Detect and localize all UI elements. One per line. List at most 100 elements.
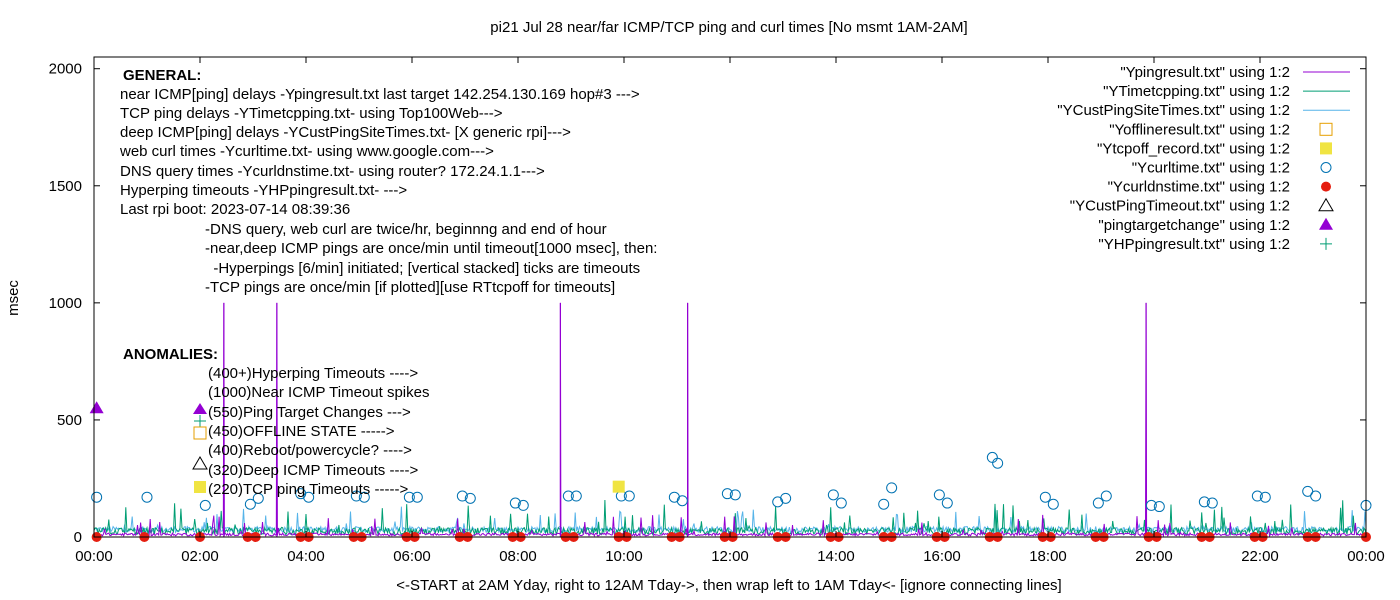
legend-open-square-icon bbox=[1319, 122, 1333, 136]
legend: "Ypingresult.txt" using 1:2 "YTimetcpping… bbox=[1057, 64, 1350, 253]
curltime-point bbox=[562, 490, 574, 502]
legend-label: "Ycurltime.txt" using 1:2 bbox=[1132, 160, 1290, 177]
curltime-point bbox=[878, 498, 890, 510]
y-tick-label: 0 bbox=[74, 529, 82, 546]
x-tick-label: 18:00 bbox=[1029, 548, 1067, 565]
y-tick-label: 2000 bbox=[49, 61, 82, 78]
chart-title: pi21 Jul 28 near/far ICMP/TCP ping and c… bbox=[490, 19, 967, 36]
curltime-point bbox=[721, 488, 733, 500]
legend-label: "YCustPingTimeout.txt" using 1:2 bbox=[1070, 198, 1290, 215]
curltime-point bbox=[350, 490, 362, 502]
curltime-point bbox=[992, 457, 1004, 469]
curltime-point bbox=[517, 499, 529, 511]
curltime-point bbox=[358, 491, 370, 503]
x-tick-label: 14:00 bbox=[817, 548, 855, 565]
curltime-point bbox=[1039, 491, 1051, 503]
x-tick-label: 02:00 bbox=[181, 548, 219, 565]
legend-open-triangle-icon bbox=[1318, 197, 1334, 212]
anomaly-line: (220)TCP ping Timeouts -----> bbox=[208, 481, 408, 498]
y-axis-label: msec bbox=[5, 280, 22, 316]
x-tick-label: 00:00 bbox=[1347, 548, 1385, 565]
curltime-point bbox=[668, 491, 680, 503]
y-tick-label: 1500 bbox=[49, 178, 82, 195]
axes-layer: 0 500 1000 1500 2000 00:00 02:00 04:00 06:00 08:0… bbox=[49, 57, 1385, 565]
curltime-point bbox=[933, 489, 945, 501]
legend-label: "Yofflineresult.txt" using 1:2 bbox=[1109, 121, 1290, 138]
x-tick-label: 06:00 bbox=[393, 548, 431, 565]
curltime-point bbox=[676, 495, 688, 507]
legend-filled-triangle-icon bbox=[1319, 217, 1333, 230]
anomalies-annotation: ANOMALIES: (400+)Hyperping Timeouts ----… bbox=[123, 346, 429, 498]
curltime-point bbox=[91, 491, 103, 503]
y-tick-label: 1000 bbox=[49, 295, 82, 312]
legend-open-circle-icon bbox=[1320, 162, 1332, 173]
legend-label: "YCustPingSiteTimes.txt" using 1:2 bbox=[1057, 102, 1290, 119]
curltime-point bbox=[1100, 490, 1112, 502]
tcpoff-point bbox=[612, 480, 625, 493]
anomaly-line: (320)Deep ICMP Timeouts ----> bbox=[208, 462, 418, 479]
general-line: TCP ping delays -YTimetcpping.txt- using… bbox=[120, 105, 503, 122]
general-line: web curl times -Ycurltime.txt- using www… bbox=[119, 143, 494, 160]
curltime-point bbox=[1092, 497, 1104, 509]
curltime-point bbox=[199, 499, 211, 511]
anomaly-line: (400+)Hyperping Timeouts ----> bbox=[208, 365, 418, 382]
x-tick-label: 22:00 bbox=[1241, 548, 1279, 565]
curltime-point bbox=[1145, 499, 1157, 511]
general-heading: GENERAL: bbox=[123, 67, 201, 84]
anomaly-offline-square-icon bbox=[193, 426, 207, 440]
curltime-point bbox=[1302, 485, 1314, 497]
curltime-point bbox=[1153, 501, 1165, 513]
x-tick-label: 12:00 bbox=[711, 548, 749, 565]
curltime-point bbox=[411, 491, 423, 503]
curltime-point bbox=[1206, 497, 1218, 509]
general-line: near ICMP[ping] delays -Ypingresult.txt … bbox=[120, 86, 640, 103]
anomaly-line: (450)OFFLINE STATE -----> bbox=[208, 423, 395, 440]
curltime-point bbox=[1047, 498, 1059, 510]
anomalies-heading: ANOMALIES: bbox=[123, 346, 218, 363]
anomaly-tcp-square-icon bbox=[194, 481, 206, 493]
curltime-point bbox=[509, 497, 521, 509]
pingtargetchange-point bbox=[89, 401, 104, 414]
y-tick-label: 500 bbox=[57, 412, 82, 429]
general-annotation: GENERAL: near ICMP[ping] delays -Ypingre… bbox=[119, 67, 657, 296]
anomaly-line: (400)Reboot/powercycle? ----> bbox=[208, 442, 412, 459]
curltime-point bbox=[464, 492, 476, 504]
general-line: deep ICMP[ping] delays -YCustPingSiteTim… bbox=[120, 124, 571, 141]
anomaly-hyperping-plus-icon bbox=[194, 415, 206, 427]
curltime-point bbox=[1198, 496, 1210, 508]
curltime-point bbox=[1310, 490, 1322, 502]
anomaly-line: (550)Ping Target Changes ---> bbox=[208, 404, 411, 421]
curltime-point bbox=[456, 490, 468, 502]
general-line: DNS query times -Ycurldnstime.txt- using… bbox=[120, 163, 545, 180]
general-note: -DNS query, web curl are twice/hr, begin… bbox=[205, 221, 607, 238]
legend-filled-circle-icon bbox=[1321, 181, 1331, 192]
x-axis-label: <-START at 2AM Yday, right to 12AM Tday-… bbox=[396, 577, 1061, 594]
anomaly-reboot-triangle-icon bbox=[192, 456, 208, 470]
legend-label: "Ytcpoff_record.txt" using 1:2 bbox=[1097, 140, 1290, 157]
curltime-point bbox=[244, 498, 256, 510]
legend-label: "Ypingresult.txt" using 1:2 bbox=[1120, 64, 1290, 81]
curltime-point bbox=[835, 497, 847, 509]
legend-label: "Ycurldnstime.txt" using 1:2 bbox=[1108, 179, 1290, 196]
curltime-point bbox=[252, 492, 264, 504]
curltime-point bbox=[827, 489, 839, 501]
x-tick-label: 10:00 bbox=[605, 548, 643, 565]
x-tick-label: 20:00 bbox=[1135, 548, 1173, 565]
anomaly-ping-target-triangle-icon bbox=[193, 403, 207, 414]
general-note: -near,deep ICMP pings are once/min until… bbox=[205, 240, 657, 257]
curltime-point bbox=[623, 490, 635, 502]
legend-plus-icon bbox=[1320, 237, 1332, 250]
curltime-point bbox=[1259, 491, 1271, 503]
curltime-point bbox=[941, 497, 953, 509]
curltime-point bbox=[729, 489, 741, 501]
x-tick-label: 08:00 bbox=[499, 548, 537, 565]
curltime-point bbox=[986, 451, 998, 463]
general-note: -TCP pings are once/min [if plotted][use… bbox=[205, 279, 615, 296]
legend-label: "pingtargetchange" using 1:2 bbox=[1098, 217, 1290, 234]
curltime-point bbox=[403, 491, 415, 503]
anomaly-line: (1000)Near ICMP Timeout spikes bbox=[208, 384, 429, 401]
curltime-point bbox=[772, 496, 784, 508]
legend-label: "YHPpingresult.txt" using 1:2 bbox=[1098, 236, 1290, 253]
curltime-point bbox=[780, 492, 792, 504]
